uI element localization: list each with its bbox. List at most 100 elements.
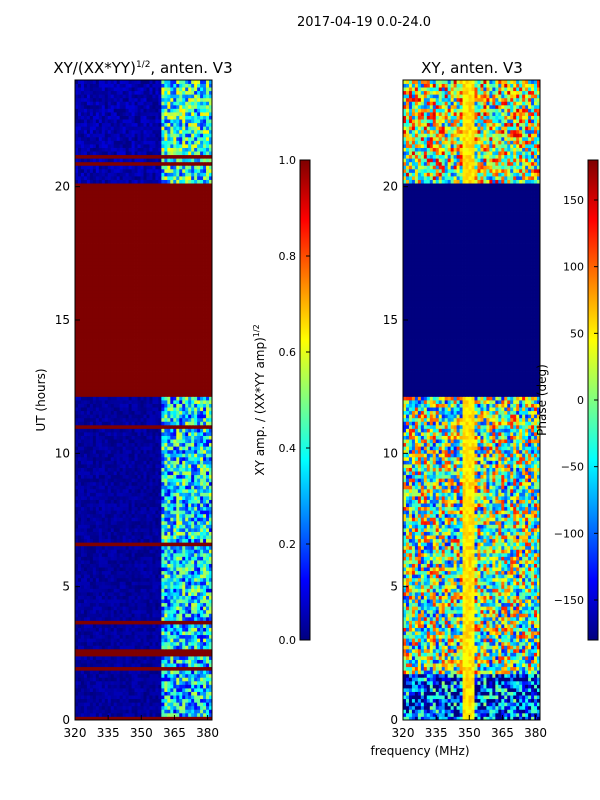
amplitude-cell	[188, 396, 192, 401]
amplitude-cell	[107, 460, 112, 465]
amplitude-cell	[77, 595, 82, 600]
amplitude-cell	[125, 620, 130, 625]
amplitude-cell	[170, 403, 174, 408]
amplitude-cell	[92, 663, 97, 668]
amplitude-cell	[149, 343, 153, 348]
amplitude-cell	[140, 471, 144, 476]
amplitude-cell	[185, 705, 189, 710]
amplitude-cell	[113, 378, 118, 383]
amplitude-cell	[131, 631, 135, 636]
amplitude-cell	[200, 666, 204, 671]
amplitude-cell	[182, 520, 186, 525]
amplitude-cell	[146, 663, 150, 668]
amplitude-cell	[191, 400, 195, 404]
amplitude-cell	[89, 424, 94, 429]
amplitude-cell	[89, 410, 94, 415]
amplitude-cell	[113, 602, 118, 607]
amplitude-cell	[95, 688, 100, 692]
amplitude-cell	[131, 627, 135, 632]
amplitude-cell	[185, 648, 189, 653]
amplitude-cell	[161, 574, 165, 579]
amplitude-cell	[134, 389, 138, 394]
amplitude-cell	[185, 414, 189, 419]
amplitude-cell	[176, 357, 180, 362]
amplitude-cell	[173, 403, 177, 408]
amplitude-cell	[104, 520, 109, 525]
amplitude-cell	[206, 524, 210, 529]
amplitude-cell	[86, 439, 91, 444]
amplitude-cell	[185, 528, 189, 532]
amplitude-cell	[164, 577, 168, 582]
amplitude-cell	[104, 698, 109, 703]
amplitude-cell	[98, 400, 103, 404]
amplitude-cell	[101, 556, 106, 561]
amplitude-cell	[119, 389, 124, 394]
amplitude-cell	[164, 705, 168, 710]
amplitude-cell	[170, 439, 174, 444]
amplitude-cell	[191, 421, 195, 426]
amplitude-cell	[131, 488, 135, 493]
amplitude-cell	[140, 460, 144, 465]
amplitude-cell	[167, 648, 171, 653]
amplitude-cell	[101, 364, 106, 369]
amplitude-cell	[125, 407, 130, 412]
amplitude-cell	[77, 542, 82, 547]
amplitude-cell	[110, 375, 115, 380]
amplitude-cell	[116, 705, 121, 710]
amplitude-cell	[209, 496, 213, 500]
amplitude-cell	[161, 506, 165, 511]
amplitude-cell	[75, 606, 79, 611]
amplitude-cell	[134, 481, 138, 486]
amplitude-cell	[113, 439, 118, 444]
amplitude-cell	[86, 680, 91, 685]
amplitude-cell	[164, 602, 168, 607]
amplitude-cell	[167, 371, 171, 376]
amplitude-cell	[101, 638, 106, 643]
amplitude-cell	[197, 538, 201, 543]
amplitude-cell	[95, 616, 100, 621]
amplitude-cell	[149, 517, 153, 522]
amplitude-cell	[197, 563, 201, 568]
amplitude-cell	[77, 656, 82, 660]
amplitude-cell	[146, 567, 150, 572]
amplitude-cell	[197, 346, 201, 351]
amplitude-cell	[104, 510, 109, 515]
amplitude-cell	[83, 656, 88, 660]
amplitude-cell	[98, 456, 103, 461]
amplitude-cell	[89, 688, 94, 692]
amplitude-cell	[122, 680, 127, 685]
amplitude-cell	[188, 716, 192, 721]
amplitude-cell	[89, 705, 94, 710]
amplitude-cell	[125, 698, 130, 703]
amplitude-cell	[104, 400, 109, 404]
amplitude-cell	[92, 520, 97, 525]
amplitude-cell	[134, 688, 138, 692]
amplitude-cell	[155, 456, 159, 461]
amplitude-cell	[167, 407, 171, 412]
amplitude-cell	[104, 695, 109, 700]
amplitude-cell	[170, 414, 174, 419]
amplitude-cell	[182, 382, 186, 387]
amplitude-cell	[200, 432, 204, 436]
amplitude-cell	[116, 716, 121, 721]
amplitude-cell	[200, 392, 204, 397]
amplitude-cell	[209, 542, 213, 547]
amplitude-cell	[146, 624, 150, 628]
amplitude-cell	[110, 574, 115, 579]
amplitude-cell	[164, 645, 168, 650]
amplitude-cell	[194, 378, 198, 383]
amplitude-cell	[131, 556, 135, 561]
amplitude-cell	[170, 456, 174, 461]
amplitude-cell	[101, 570, 106, 575]
amplitude-cell	[209, 592, 213, 596]
amplitude-cell	[149, 375, 153, 380]
amplitude-cell	[191, 677, 195, 682]
amplitude-cell	[104, 428, 109, 433]
amplitude-cell	[98, 392, 103, 397]
amplitude-cell	[122, 428, 127, 433]
amplitude-cell	[119, 414, 124, 419]
amplitude-cell	[182, 474, 186, 479]
amplitude-cell	[203, 581, 207, 586]
amplitude-cell	[167, 702, 171, 707]
amplitude-cell	[188, 517, 192, 522]
